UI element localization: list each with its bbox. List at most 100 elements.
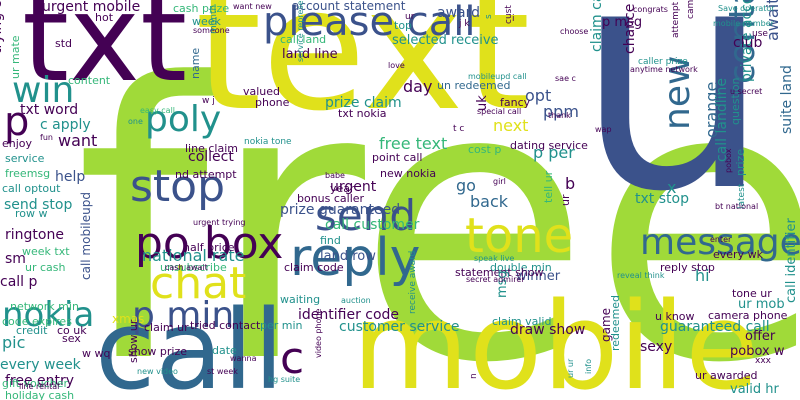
word: receive award: [408, 250, 418, 314]
word: send stop: [4, 197, 73, 213]
word: service: [5, 152, 45, 165]
word: easy call: [140, 106, 176, 115]
word: camera phone: [708, 309, 788, 322]
word: statement show: [455, 266, 544, 279]
word: w wq: [82, 347, 111, 360]
word: go: [456, 176, 476, 195]
word: show ur: [127, 319, 140, 363]
word: sae c: [555, 74, 576, 83]
word: prize guaranteed: [280, 202, 401, 218]
word: one: [128, 117, 143, 126]
word: enter: [710, 235, 732, 244]
word: land line: [282, 47, 338, 62]
word: Save operator: [718, 4, 775, 13]
word: attempt contact: [671, 0, 681, 38]
word: nokia: [2, 295, 95, 335]
word: u secret: [730, 87, 763, 96]
word: ur awarded: [695, 369, 758, 382]
word: ur mate: [9, 35, 22, 79]
word: st week: [207, 367, 238, 376]
word: urgent trying: [193, 218, 246, 227]
word: national rate: [142, 246, 245, 265]
word: guaranteed call: [660, 319, 770, 335]
word: phone: [255, 96, 290, 109]
word: i: [512, 14, 515, 24]
word: week txt: [22, 245, 70, 258]
word: use: [752, 29, 768, 39]
word: ur: [559, 194, 572, 207]
word: j k: [459, 19, 470, 29]
word: reply stop: [660, 261, 715, 274]
word: month: [209, 4, 219, 34]
word: congrats: [633, 5, 668, 14]
word: new video: [137, 367, 178, 376]
word: someone: [193, 26, 230, 35]
word: camcorder reply: [686, 0, 696, 19]
word: send: [315, 191, 417, 240]
word: suite land: [779, 65, 795, 134]
word: network min: [10, 300, 79, 313]
word: double min: [490, 261, 552, 274]
word: free text: [379, 134, 448, 153]
word: p msg: [602, 15, 643, 30]
word: holiday cash: [5, 389, 75, 400]
word: cash await: [165, 263, 208, 272]
word: free: [75, 3, 800, 400]
word: year: [330, 182, 355, 195]
word: un redeemed: [437, 79, 511, 92]
word: tell ur: [542, 170, 555, 203]
word: pic: [2, 333, 26, 352]
word: ur cash: [25, 261, 66, 274]
word: std: [55, 37, 73, 50]
word: ur mob: [738, 297, 785, 312]
word: pobox: [724, 148, 733, 173]
word: question: [729, 77, 742, 125]
word: mobile number: [713, 19, 774, 28]
word: sm: [5, 251, 26, 267]
word: credit: [16, 324, 48, 337]
word: p: [4, 99, 30, 145]
word: dating service: [510, 139, 588, 152]
word: call land: [280, 33, 327, 46]
word: secret admirer: [466, 275, 525, 284]
word: u: [575, 0, 772, 260]
word: urgent: [330, 179, 377, 195]
word: want new: [233, 2, 272, 11]
word: tried contact: [190, 319, 261, 332]
word: ur: [405, 12, 415, 22]
word: wap: [595, 125, 612, 134]
word: call p: [0, 274, 38, 290]
word: call optout: [2, 182, 61, 195]
word: hi: [695, 266, 710, 285]
word: week: [192, 15, 221, 28]
word: mobile: [352, 278, 759, 400]
word: special call: [477, 107, 522, 116]
word: day: [403, 77, 433, 96]
word: caller prize: [638, 57, 688, 67]
word: per min: [260, 319, 303, 332]
word: claim call: [589, 0, 605, 52]
word: unsubscribe: [160, 261, 227, 274]
word: wanna: [230, 354, 257, 363]
word: t c: [453, 124, 465, 134]
word: thank: [548, 111, 571, 120]
word: prize claim: [325, 95, 402, 111]
word: txt: [22, 0, 188, 109]
word: bonus caller: [297, 192, 365, 205]
word: trying contact: [0, 0, 5, 54]
word: ppm: [543, 102, 579, 121]
word: help: [55, 169, 86, 185]
word: call customer: [325, 217, 420, 233]
word: love: [388, 61, 405, 70]
word: offer: [745, 329, 776, 344]
word: claim code: [284, 261, 344, 274]
word: tone ur: [732, 287, 772, 300]
word: info: [584, 358, 593, 374]
word: anytime network: [630, 65, 698, 74]
word: win: [12, 70, 75, 111]
word: please call: [263, 0, 476, 45]
word: waiting: [280, 293, 321, 306]
word: mobileupd call: [468, 72, 527, 81]
word: x: [667, 178, 677, 197]
word: identifier code: [298, 307, 400, 323]
